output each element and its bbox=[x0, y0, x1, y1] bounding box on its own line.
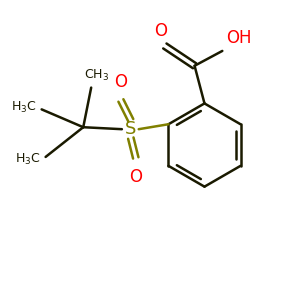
Text: H$_3$C: H$_3$C bbox=[15, 152, 40, 167]
Text: H$_3$C: H$_3$C bbox=[11, 100, 37, 115]
Text: O: O bbox=[129, 168, 142, 186]
Text: O: O bbox=[154, 22, 167, 40]
Text: CH$_3$: CH$_3$ bbox=[84, 68, 109, 82]
Text: S: S bbox=[125, 120, 136, 138]
Text: O: O bbox=[114, 73, 128, 91]
Text: OH: OH bbox=[226, 29, 252, 47]
